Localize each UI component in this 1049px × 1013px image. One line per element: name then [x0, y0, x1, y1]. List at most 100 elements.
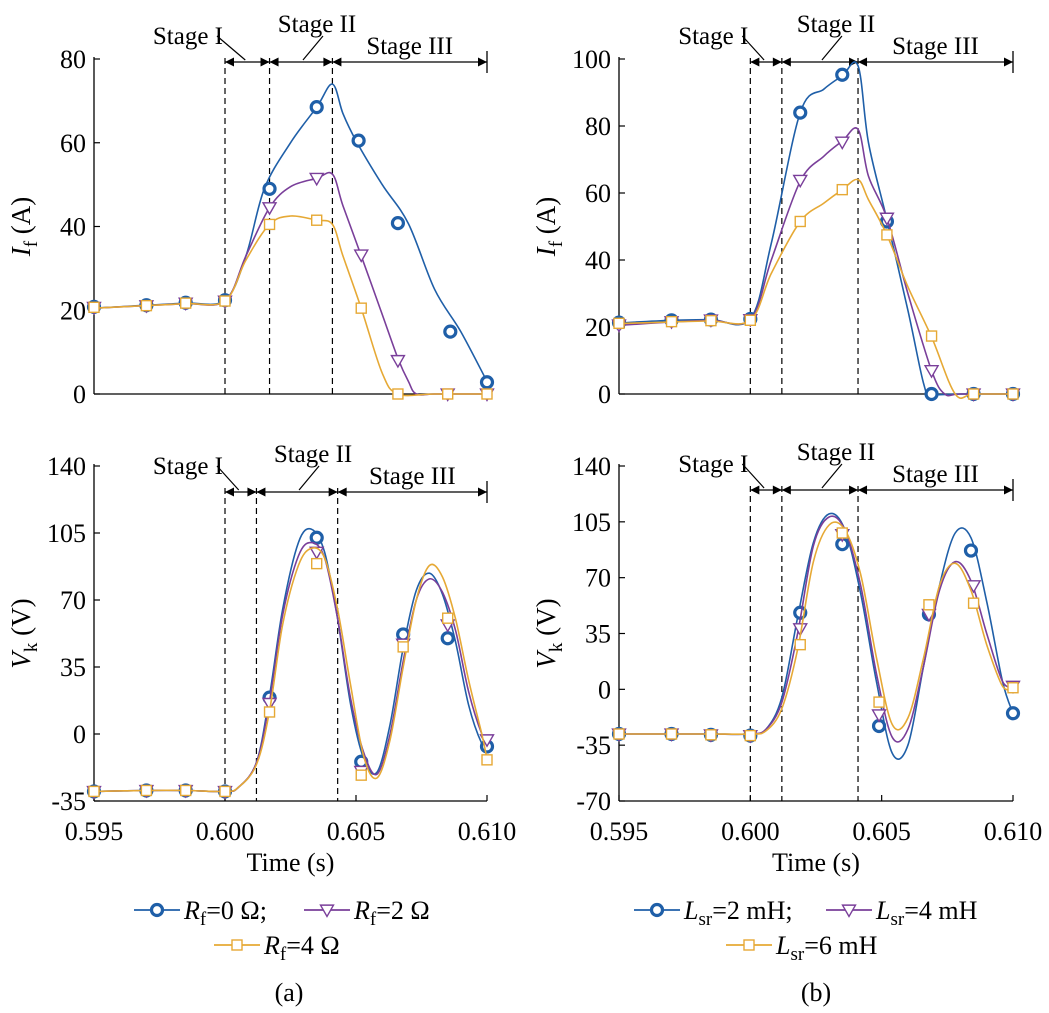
stage-label: Stage I — [153, 23, 223, 50]
stage-arrow-head — [1004, 57, 1013, 67]
x-tick-label: 0.610 — [458, 817, 517, 846]
legend-rest: =6 mH — [804, 931, 877, 960]
y-axis-label-unit: (A) — [6, 197, 36, 241]
series-1-marker — [963, 543, 979, 558]
series-3-marker — [967, 597, 980, 609]
chart-a-top: 0 20 40 60 80 If (A) Stage I Stage II Stage III — [6, 11, 495, 409]
legend-marker — [841, 904, 857, 918]
x-tick-label: 0.595 — [65, 817, 124, 846]
legend-label: Lsr=4 mH — [875, 896, 978, 930]
stage-label: Stage II — [797, 11, 875, 38]
series-1-marker — [309, 530, 324, 545]
chart-b-top: 0 20 40 60 80 100 If (A) Stage I Stage II Stage I… — [531, 11, 1021, 409]
legend-var: L — [875, 896, 890, 925]
stage-leader — [298, 465, 320, 491]
stage-arrow-head — [772, 485, 782, 495]
series-3-marker — [923, 599, 935, 611]
series-3-marker — [705, 729, 717, 741]
series-3-marker — [744, 314, 757, 326]
series-2-marker — [261, 697, 278, 712]
series-3-marker — [392, 388, 404, 400]
legend-marker — [649, 902, 665, 918]
series-3-marker — [744, 729, 757, 742]
caption-b: (b) — [801, 978, 831, 1007]
stage-arrow-head — [858, 485, 868, 495]
stage-leader — [821, 463, 843, 489]
legend-rest: =4 Ω — [286, 931, 340, 960]
stage-label: Stage I — [678, 23, 748, 50]
legend-rest: =2 mH; — [712, 896, 792, 925]
stage-label: Stage III — [892, 33, 979, 60]
stage-arrow-head — [225, 487, 234, 497]
x-tick-label: 0.605 — [327, 817, 386, 846]
stage-arrow-head — [858, 57, 868, 67]
legend-sub: f — [280, 944, 287, 965]
legend-label: Rf=4 Ω — [263, 931, 340, 965]
stage-arrow-head — [323, 57, 333, 67]
stage-arrow-head — [750, 57, 760, 67]
stage-label: Stage III — [369, 463, 456, 490]
series-2-marker — [353, 249, 369, 263]
series-3-marker — [442, 388, 454, 400]
series-1-marker — [440, 631, 455, 646]
series-2-marker — [390, 354, 406, 369]
stage-arrow-head — [478, 487, 487, 497]
series-3-marker — [794, 215, 806, 228]
series-line-1 — [93, 83, 488, 382]
stage-label: Stage III — [892, 461, 979, 488]
stage-arrow-head — [260, 57, 270, 67]
y-tick-label: -70 — [576, 787, 611, 816]
y-axis-label-sub: k — [21, 642, 42, 652]
y-axis-label: If (A) — [531, 197, 567, 258]
y-axis-label-sub: k — [546, 642, 567, 652]
series-2-marker — [965, 580, 982, 594]
legend-sub: sr — [790, 944, 804, 965]
stage-leader — [741, 35, 765, 61]
stage-arrow-head — [225, 57, 234, 67]
series-2-marker — [923, 364, 940, 379]
y-tick-label: 80 — [60, 45, 86, 74]
legend-marker — [231, 939, 243, 951]
stage-arrow-head — [269, 57, 279, 67]
y-tick-label: 40 — [60, 213, 86, 242]
series-2-marker — [792, 174, 808, 189]
series-3-marker — [1007, 388, 1019, 400]
chart-b-bot: -70 -35 0 35 70 105 140 0.595 0.600 0.605 0.610 Tim… — [531, 439, 1042, 877]
y-tick-label: 140 — [47, 452, 86, 481]
series-3-marker — [836, 183, 848, 196]
stage-leader — [216, 465, 240, 491]
y-axis-label-var: I — [6, 245, 36, 257]
series-3-marker — [442, 612, 454, 624]
series-3-marker — [881, 229, 893, 241]
series-2-marker — [308, 172, 325, 187]
series-line-2 — [93, 171, 487, 396]
series-3-marker — [794, 638, 806, 651]
series-1-marker — [390, 216, 406, 231]
series-3-marker — [665, 315, 678, 328]
legend-sub: sr — [890, 909, 904, 930]
y-tick-label: 105 — [47, 519, 86, 548]
x-tick-label: 0.595 — [590, 817, 649, 846]
stage-label: Stage II — [797, 439, 875, 466]
series-3-marker — [179, 784, 192, 797]
legend-label: Rf=0 Ω; — [183, 896, 267, 930]
x-tick-label: 0.600 — [196, 817, 255, 846]
legend-sub: sr — [698, 909, 712, 930]
caption-a: (a) — [275, 978, 304, 1007]
stage-arrow-head — [247, 487, 257, 497]
legend-sub: f — [200, 909, 207, 930]
y-tick-label: 70 — [60, 586, 86, 615]
series-1-marker — [1005, 706, 1021, 721]
series-3-marker — [481, 388, 493, 400]
series-3-marker — [397, 641, 409, 653]
stage-arrow-head — [328, 487, 338, 497]
series-3-marker — [665, 728, 678, 740]
series-line-3 — [618, 178, 1013, 399]
y-axis-label-unit: (A) — [531, 197, 561, 241]
stage-leader — [216, 35, 246, 61]
legend-var: L — [683, 896, 698, 925]
y-tick-label: 80 — [585, 112, 611, 141]
legend-label: Rf=2 Ω — [353, 896, 430, 930]
y-tick-label: -35 — [51, 787, 86, 816]
series-3-marker — [873, 696, 885, 708]
